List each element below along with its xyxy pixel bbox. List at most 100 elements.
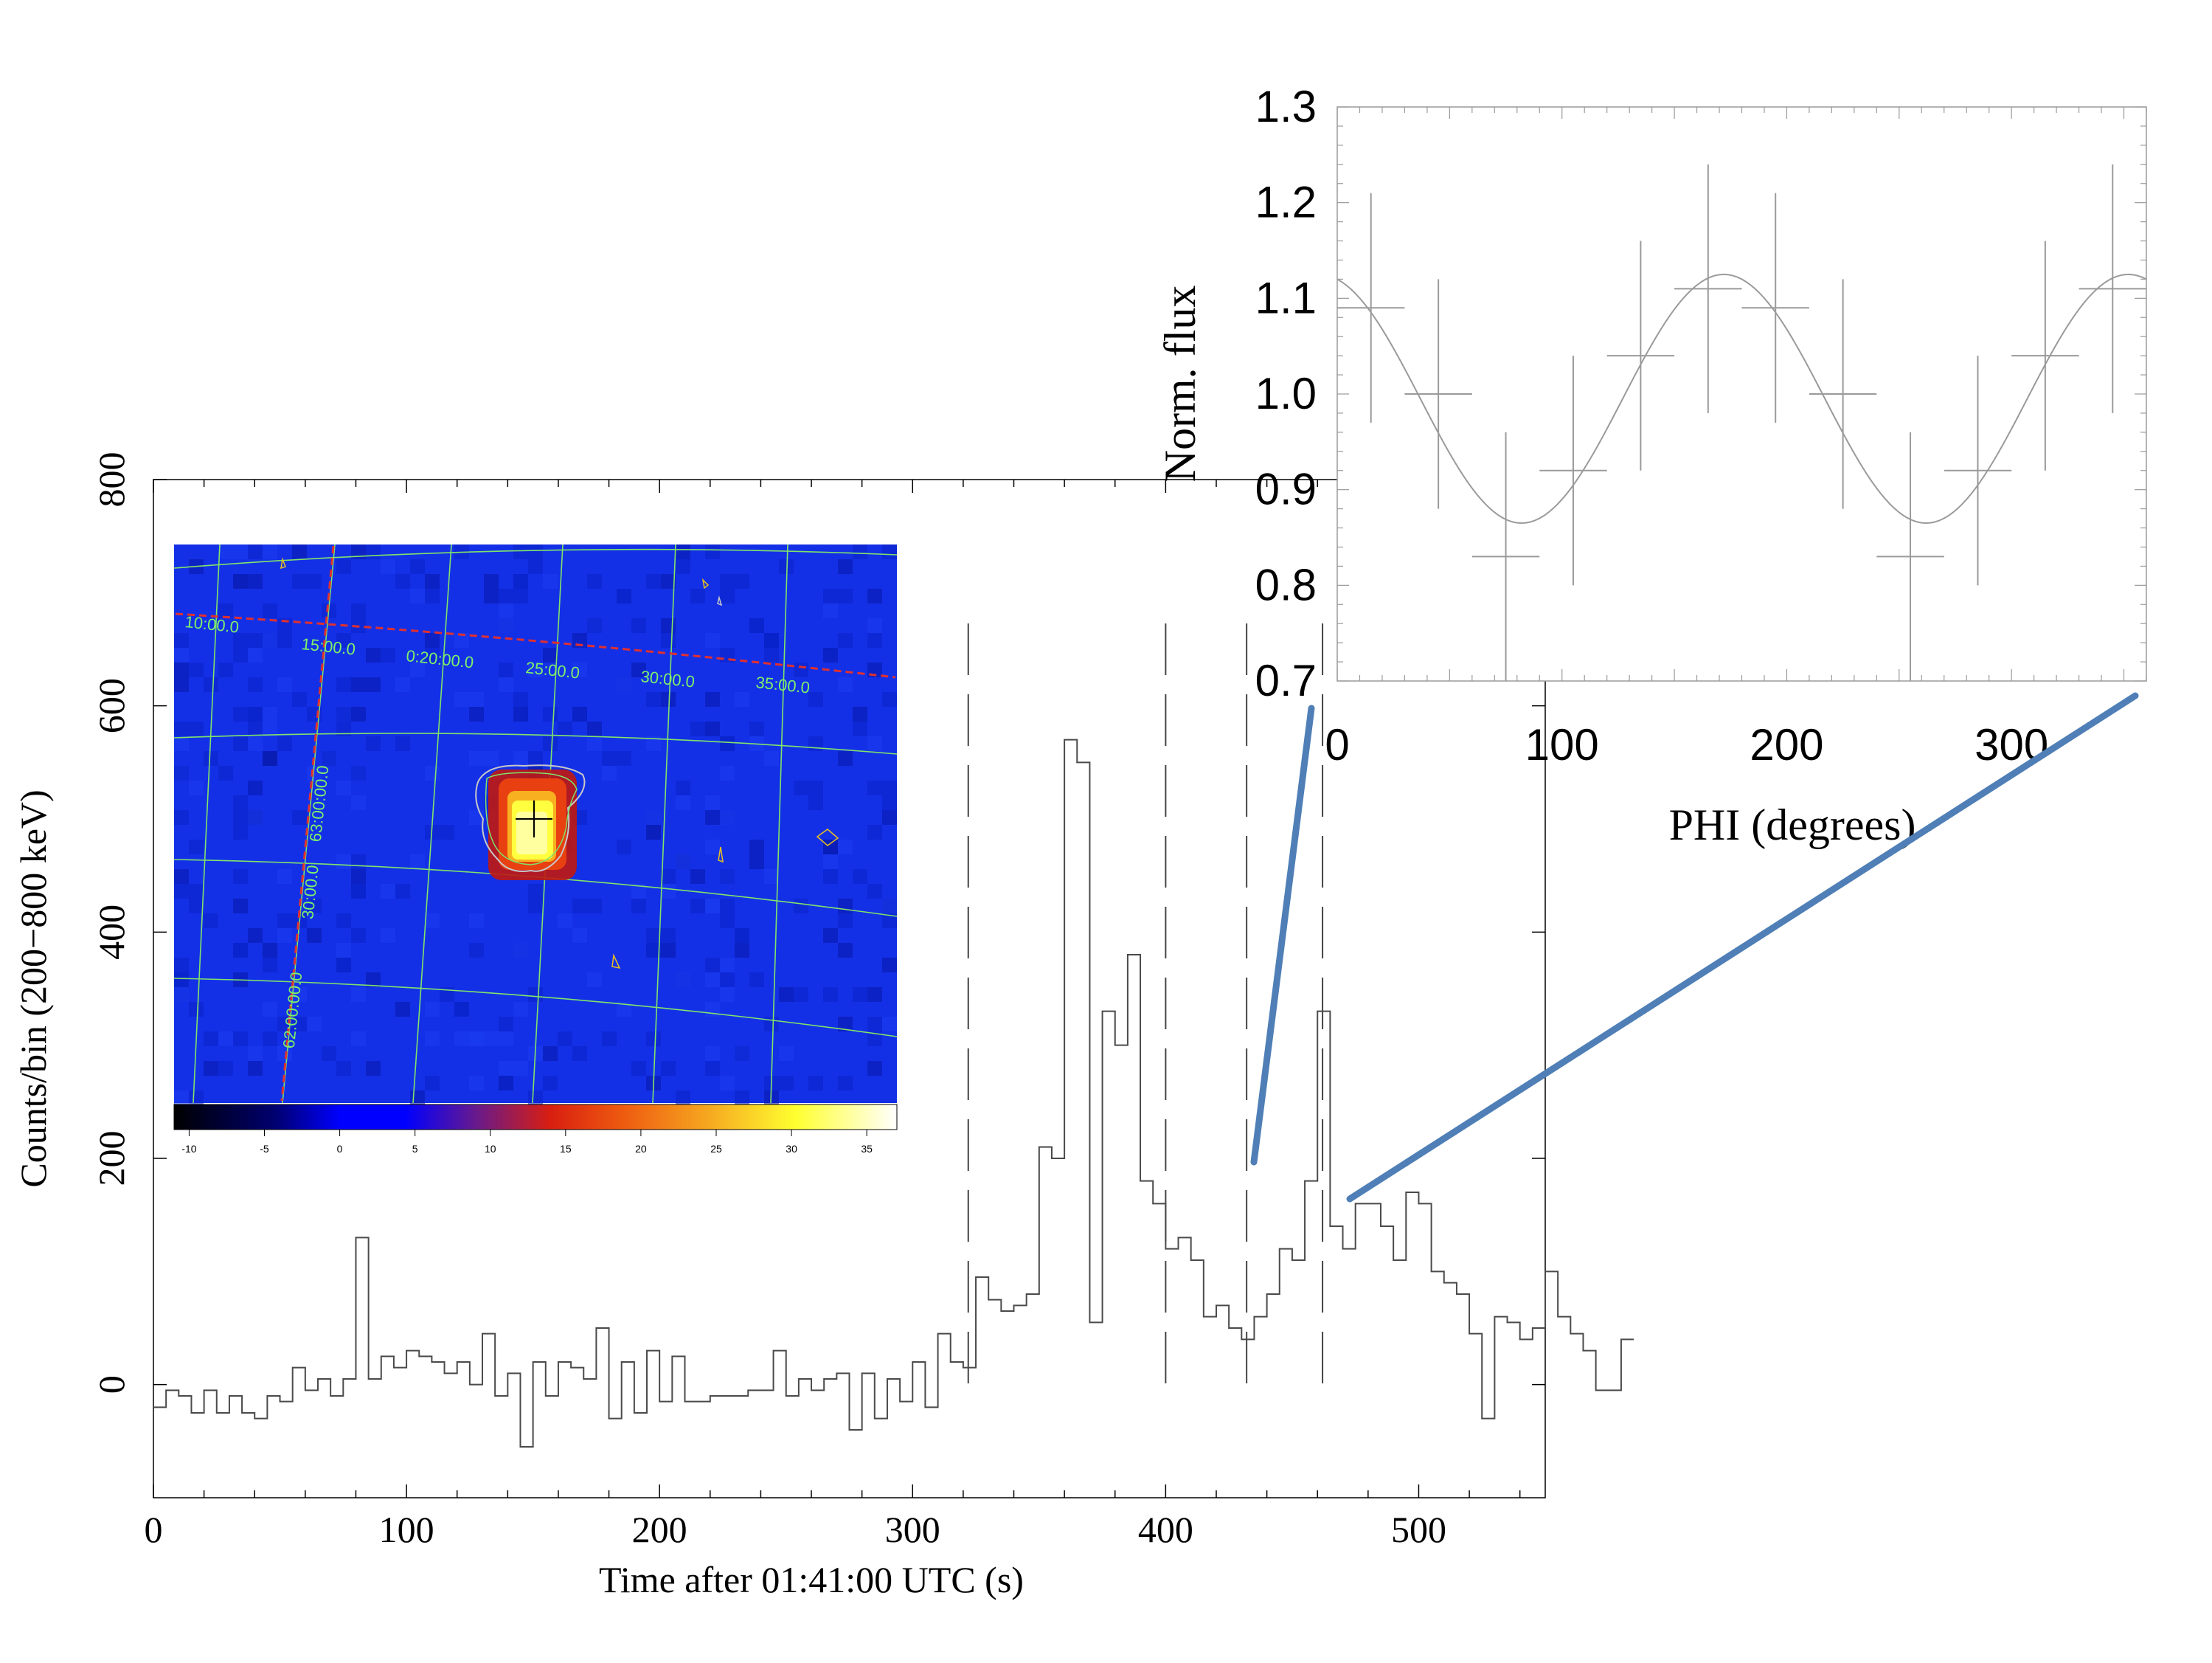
sky-map-pixel: [646, 825, 661, 840]
light-curve-xlabel: Time after 01:41:00 UTC (s): [599, 1559, 1024, 1600]
x-tick-label: 0: [145, 1509, 163, 1550]
sky-map-pixel: [336, 559, 351, 574]
sky-map-pixel: [174, 958, 189, 972]
sky-map-pixel: [646, 736, 661, 751]
sky-map-pixel: [528, 559, 543, 574]
sky-map-pixel: [794, 987, 808, 1002]
sky-map-pixel: [233, 899, 248, 913]
sky-map-pixel: [882, 1017, 897, 1031]
sky-map-pixel: [528, 899, 543, 913]
sky-map-pixel: [528, 751, 543, 766]
x-tick-label: 500: [1391, 1509, 1446, 1550]
sky-map-pixel: [676, 795, 690, 810]
sky-map-pixel: [395, 884, 410, 899]
sky-map-pixel: [336, 677, 351, 692]
sky-map-pixel: [764, 648, 779, 663]
sky-map-pixel: [263, 722, 277, 736]
sky-map-pixel: [838, 1076, 853, 1090]
sky-map-pixel: [381, 559, 395, 574]
sky-map-pixel: [410, 663, 425, 677]
sky-map-colorbar: [173, 1104, 898, 1130]
sky-map-pixel: [277, 869, 292, 884]
sky-map-pixel: [395, 574, 410, 589]
sky-map-pixel: [263, 943, 277, 958]
y-tick-label: 0.8: [1255, 560, 1317, 609]
sky-map-pixel: [263, 604, 277, 618]
sky-map-pixel: [705, 692, 720, 707]
x-tick-label: 300: [885, 1509, 940, 1550]
sky-map-pixel: [602, 1031, 617, 1046]
sky-map-pixel: [425, 1002, 440, 1017]
sky-map-dec-line: [173, 548, 898, 569]
sky-map-pixel: [661, 943, 676, 958]
sky-map-pixel: [528, 544, 543, 559]
sky-map-pixel: [351, 987, 366, 1002]
sky-map-pixel: [351, 884, 366, 899]
x-tick-label: 400: [1138, 1509, 1193, 1550]
sky-map-pixel: [410, 589, 425, 604]
sky-map-pixel: [543, 707, 558, 722]
sky-map-pixel: [204, 677, 218, 692]
sky-map-pixel: [661, 1061, 676, 1076]
sky-map-pixel: [499, 618, 513, 633]
colorbar-tick-label: -5: [260, 1143, 269, 1155]
sky-map-pixel: [233, 544, 248, 559]
sky-map-pixel: [749, 854, 764, 869]
sky-map-pixel: [823, 928, 838, 943]
sky-map-pixel: [602, 751, 617, 766]
sky-map-pixel: [454, 1002, 469, 1017]
sky-map-pixel: [351, 677, 366, 692]
sky-map-pixel: [513, 707, 528, 722]
sky-map-pixel: [336, 722, 351, 736]
sky-map-pixel: [499, 1061, 513, 1076]
sky-map-pixel: [174, 766, 189, 781]
sky-map-pixel: [425, 589, 440, 604]
sky-map-pixel: [292, 1017, 307, 1031]
sky-map-pixel: [867, 1031, 882, 1046]
sky-map-pixel: [277, 1046, 292, 1061]
sky-map-pixel: [705, 972, 720, 987]
sky-map-pixel: [705, 810, 720, 825]
sky-map-pixel: [233, 648, 248, 663]
sky-map-pixel: [587, 574, 602, 589]
y-tick-label: 1.2: [1255, 178, 1317, 227]
sky-map-pixel: [823, 987, 838, 1002]
sky-map-pixel: [189, 899, 204, 913]
sky-map-pixel: [174, 1090, 189, 1105]
sky-map-pixel: [631, 618, 646, 633]
sky-map-pixel: [366, 544, 381, 559]
sky-map-pixel: [867, 736, 882, 751]
colorbar-tick-label: 30: [786, 1143, 797, 1155]
sky-map-pixel: [263, 751, 277, 766]
sky-map-pixel: [174, 972, 189, 987]
sky-map-pixel: [469, 1031, 484, 1046]
sky-map-pixel: [853, 987, 867, 1002]
sky-map-contours: [280, 557, 839, 969]
sky-map-pixel: [174, 869, 189, 884]
sky-map-pixel: [676, 972, 690, 987]
sky-map-pixel: [292, 810, 307, 825]
sky-map-pixel: [853, 544, 867, 559]
sky-map-pixel: [454, 1031, 469, 1046]
sky-map-pixel: [882, 958, 897, 972]
sky-map-pixel: [395, 677, 410, 692]
sky-map-pixel: [838, 559, 853, 574]
colorbar-tick-label: 10: [485, 1143, 496, 1155]
sky-map-pixel: [484, 574, 499, 589]
sky-map-pixel: [587, 972, 602, 987]
sky-map-pixel: [204, 1031, 218, 1046]
sky-map-pixel: [307, 899, 322, 913]
light-curve-histogram: [153, 739, 1634, 1448]
sky-map-pixel: [204, 913, 218, 928]
sky-map-pixel: [867, 825, 882, 840]
sky-map-pixel: [779, 559, 794, 574]
sky-map-pixel: [705, 544, 720, 559]
sky-map-pixel: [528, 663, 543, 677]
sky-map-pixel: [218, 766, 233, 781]
y-tick-label: 1.3: [1255, 82, 1317, 131]
sky-map-pixel: [572, 663, 587, 677]
sky-map-pixel: [808, 736, 823, 751]
sky-map-pixel: [882, 795, 897, 810]
sky-map-pixel: [631, 899, 646, 913]
